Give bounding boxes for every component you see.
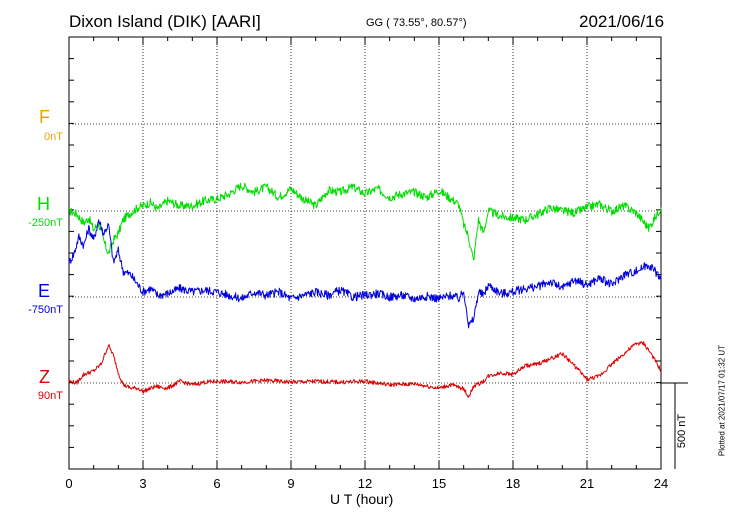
series-line-h <box>68 182 662 261</box>
x-tick-label: 21 <box>579 476 595 491</box>
baseline-label-z: 90nT <box>37 390 63 402</box>
x-axis-label: U T (hour) <box>330 491 394 507</box>
x-tick-label: 3 <box>139 476 147 491</box>
baseline-label-h: -250nT <box>28 217 63 229</box>
plotted-timestamp: Plotted at 2021/07/17 01:32 UT <box>717 344 727 457</box>
series-line-z <box>68 341 662 398</box>
geographic-coords: GG ( 73.55°, 80.57°) <box>366 17 467 29</box>
date-label: 2021/06/16 <box>579 12 665 31</box>
scale-bar-label: 500 nT <box>676 413 688 449</box>
series-line-e <box>68 219 662 329</box>
series-lines <box>68 182 662 398</box>
x-tick-label: 18 <box>505 476 521 491</box>
grid-lines <box>69 37 661 469</box>
axis-ticks <box>68 37 662 469</box>
component-label-f: F <box>39 107 50 127</box>
baseline-label-f: 0nT <box>44 131 63 143</box>
x-tick-label: 9 <box>287 476 295 491</box>
component-label-h: H <box>37 194 50 214</box>
x-tick-label: 24 <box>653 476 669 491</box>
component-label-e: E <box>37 281 50 301</box>
baseline-label-e: -750nT <box>28 304 63 316</box>
station-title: Dixon Island (DIK) [AARI] <box>69 12 261 31</box>
x-tick-label: 12 <box>357 476 373 491</box>
x-tick-label: 0 <box>65 476 73 491</box>
component-label-z: Z <box>39 367 50 387</box>
x-tick-label: 15 <box>431 476 447 491</box>
x-tick-label: 6 <box>213 476 221 491</box>
